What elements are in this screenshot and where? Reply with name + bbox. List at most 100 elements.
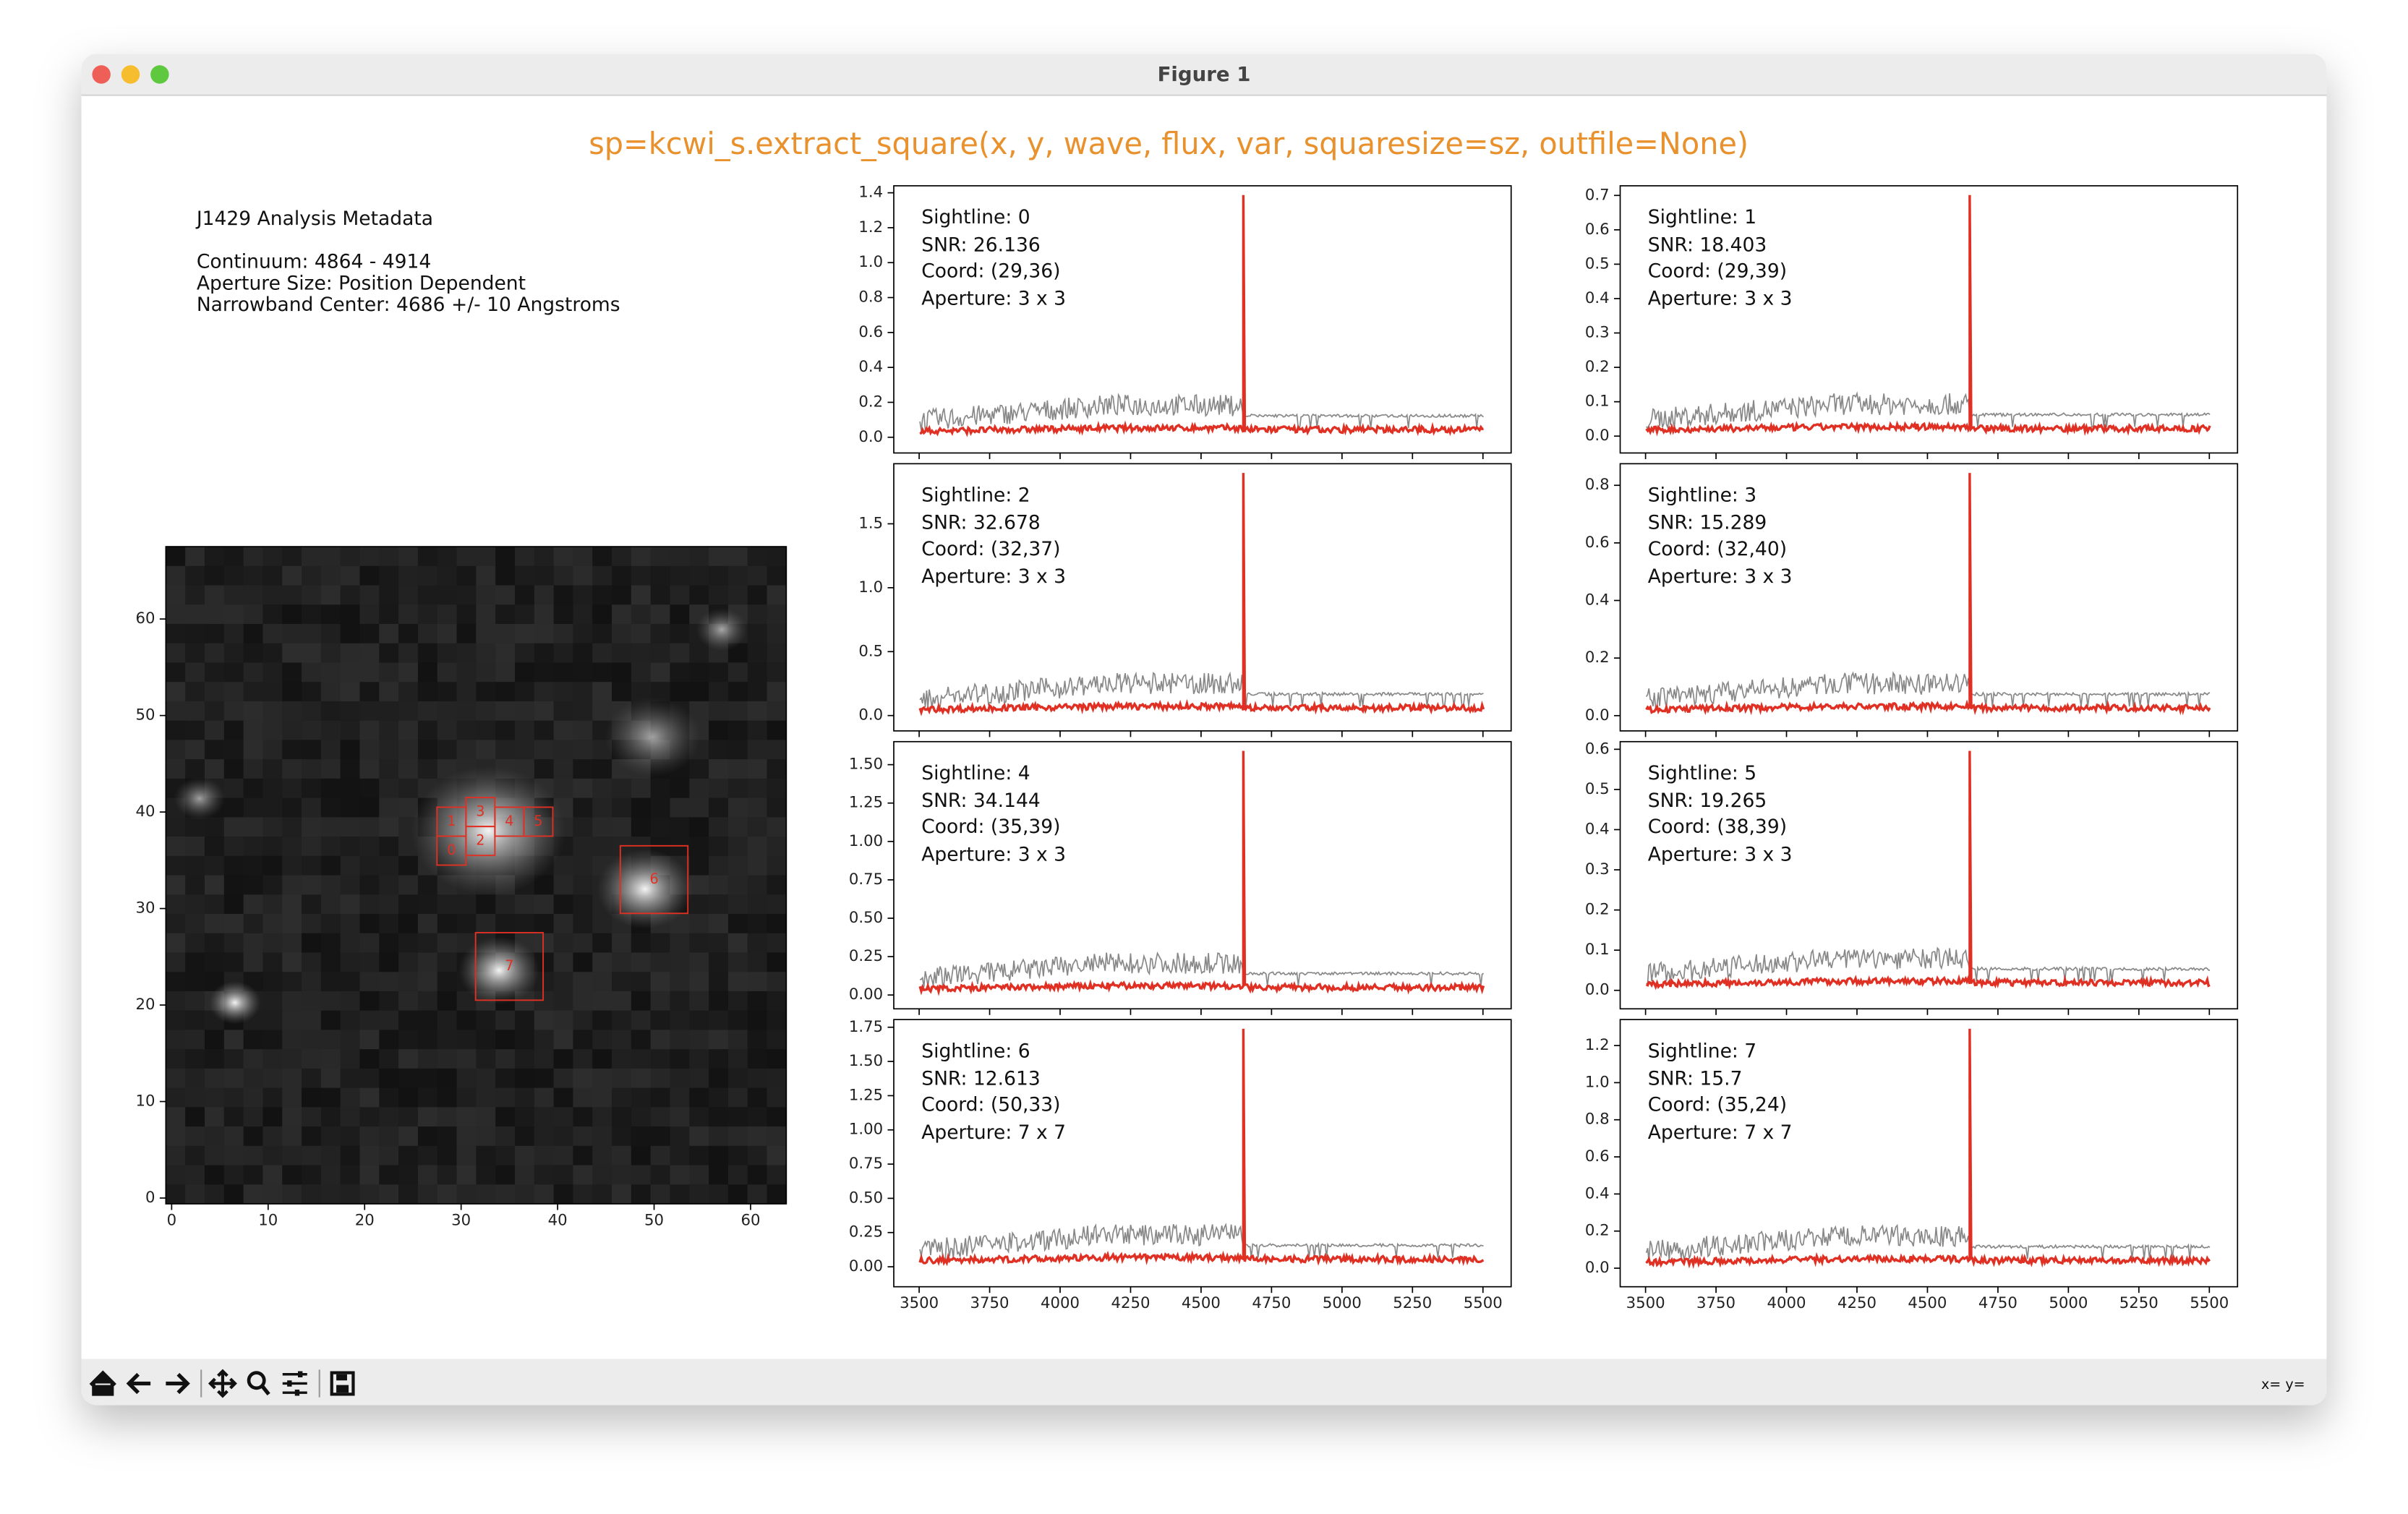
aperture-box-label: 5: [534, 813, 542, 829]
y-tick-label: 1.25: [849, 1086, 883, 1104]
image-pixel: [417, 585, 438, 606]
image-pixel: [398, 875, 419, 896]
image-pixel: [320, 1184, 341, 1205]
image-pixel: [185, 547, 206, 567]
zoom-button[interactable]: [150, 65, 169, 84]
image-pixel: [282, 991, 303, 1012]
image-pixel: [592, 952, 613, 973]
image-pixel: [166, 623, 187, 644]
image-pixel: [204, 623, 225, 644]
image-pixel: [767, 701, 787, 722]
image-pixel: [456, 1145, 477, 1166]
image-pixel: [243, 1068, 264, 1089]
image-pixel: [534, 740, 555, 761]
image-pixel: [437, 1165, 458, 1186]
image-pixel: [573, 643, 594, 664]
zoom-rect-button[interactable]: [247, 1371, 270, 1396]
image-pixel: [243, 1107, 264, 1128]
image-pixel: [320, 585, 341, 606]
image-pixel: [689, 817, 710, 838]
image-pixel: [282, 894, 303, 915]
image-pixel: [320, 1145, 341, 1166]
image-pixel: [379, 1145, 400, 1166]
image-pixel: [437, 662, 458, 683]
image-pixel: [727, 682, 748, 702]
image-pixel: [185, 759, 206, 779]
image-pixel: [767, 1030, 787, 1051]
image-pixel: [592, 1165, 613, 1186]
sightline-label: Sightline: 2: [921, 484, 1030, 506]
image-pixel: [709, 837, 729, 857]
image-pixel: [573, 797, 594, 818]
coord-label: Coord: (32,40): [1648, 538, 1787, 560]
image-pixel: [631, 547, 652, 567]
image-pixel: [767, 1068, 787, 1089]
image-pixel: [340, 1010, 361, 1031]
image-pixel: [670, 1068, 691, 1089]
image-pixel: [223, 1126, 244, 1147]
image-pixel: [340, 797, 361, 818]
image-pixel: [398, 1068, 419, 1089]
image-pixel: [514, 585, 535, 606]
image-pixel: [398, 1087, 419, 1108]
configure-button[interactable]: [282, 1371, 307, 1396]
image-pixel: [340, 701, 361, 722]
image-pixel: [359, 855, 380, 876]
image-source: [174, 777, 226, 821]
image-pixel: [204, 1068, 225, 1089]
image-pixel: [534, 1030, 555, 1051]
image-pixel: [767, 585, 787, 606]
image-pixel: [709, 1165, 729, 1186]
image-pixel: [553, 991, 574, 1012]
image-pixel: [573, 759, 594, 779]
image-pixel: [223, 720, 244, 741]
home-button[interactable]: [89, 1370, 116, 1396]
x-tick-label: 4000: [1767, 1294, 1806, 1312]
image-pixel: [650, 1184, 671, 1205]
image-pixel: [398, 585, 419, 606]
image-source: [696, 607, 748, 651]
minimize-button[interactable]: [121, 65, 140, 84]
image-pixel: [379, 1107, 400, 1128]
image-pixel: [612, 1049, 632, 1069]
image-pixel: [650, 972, 671, 992]
image-pixel: [612, 817, 632, 838]
image-pixel: [185, 643, 206, 664]
image-pixel: [185, 1126, 206, 1147]
x-tick-label: 4500: [1182, 1294, 1221, 1312]
save-button[interactable]: [330, 1371, 355, 1396]
back-button[interactable]: [126, 1372, 151, 1395]
image-pixel: [262, 913, 283, 934]
image-pixel: [320, 933, 341, 954]
image-pixel: [767, 837, 787, 857]
error-spectrum: [1645, 1028, 2211, 1270]
image-pixel: [573, 1145, 594, 1166]
image-pixel: [592, 1126, 613, 1147]
image-pixel: [709, 1107, 729, 1128]
image-pixel: [398, 952, 419, 973]
y-tick-label: 1.00: [849, 832, 883, 850]
image-pixel: [553, 1068, 574, 1089]
pan-button[interactable]: [208, 1369, 237, 1398]
image-pixel: [282, 643, 303, 664]
forward-button[interactable]: [166, 1372, 190, 1395]
image-pixel: [262, 682, 283, 702]
image-pixel: [359, 623, 380, 644]
y-tick-label: 0.2: [1585, 901, 1610, 919]
image-pixel: [437, 933, 458, 954]
y-tick-label: 0.0: [1585, 981, 1610, 999]
image-pixel: [767, 740, 787, 761]
image-pixel: [592, 797, 613, 818]
image-pixel: [534, 1165, 555, 1186]
image-pixel: [612, 565, 632, 586]
image-pixel: [514, 720, 535, 741]
y-tick-label: 0.0: [1585, 1259, 1610, 1277]
image-pixel: [709, 797, 729, 818]
image-pixel: [553, 740, 574, 761]
image-pixel: [495, 1107, 516, 1128]
image-pixel: [553, 565, 574, 586]
image-pixel: [262, 759, 283, 779]
image-pixel: [379, 701, 400, 722]
image-pixel: [417, 875, 438, 896]
close-button[interactable]: [92, 65, 111, 84]
